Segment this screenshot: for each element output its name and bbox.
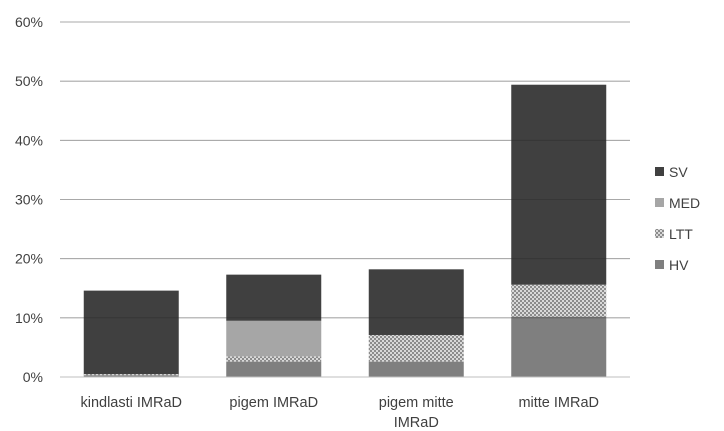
legend-swatch-ltt xyxy=(655,229,664,238)
bar-segment-sv xyxy=(83,290,179,375)
legend-label-hv: HV xyxy=(669,257,689,273)
y-tick-label: 30% xyxy=(15,192,43,208)
y-tick-label: 10% xyxy=(15,310,43,326)
y-tick-label: 20% xyxy=(15,251,43,267)
bar-segment-sv xyxy=(368,269,464,335)
y-axis-tick-labels: 0% 10% 20% 30% 40% 50% 60% xyxy=(15,14,43,385)
bar-segment-ltt xyxy=(368,334,464,362)
bar-segment-med xyxy=(226,320,322,357)
bar-segment-hv xyxy=(83,375,179,377)
x-category-label: pigem IMRaD xyxy=(229,395,318,411)
legend: SV MED LTT HV xyxy=(655,164,700,273)
bar-segment-hv xyxy=(511,316,607,377)
legend-label-sv: SV xyxy=(669,164,688,180)
y-tick-label: 50% xyxy=(15,73,43,89)
y-tick-label: 40% xyxy=(15,132,43,148)
y-tick-label: 60% xyxy=(15,14,43,30)
legend-label-ltt: LTT xyxy=(669,226,693,242)
bar-segment-ltt xyxy=(511,284,607,317)
x-category-label: pigem mitte xyxy=(379,395,454,411)
legend-label-med: MED xyxy=(669,195,700,211)
x-axis-category-labels: kindlasti IMRaD pigem IMRaD pigem mitte IMR… xyxy=(80,395,599,431)
legend-swatch-sv xyxy=(655,167,664,176)
x-category-label: IMRaD xyxy=(394,415,439,431)
bar-segment-hv xyxy=(226,361,322,377)
bar-segment-ltt xyxy=(226,356,322,362)
bar-segment-sv xyxy=(511,84,607,285)
legend-swatch-hv xyxy=(655,260,664,269)
bars xyxy=(60,21,630,377)
x-category-label: kindlasti IMRaD xyxy=(80,395,182,411)
bar-segment-sv xyxy=(226,274,322,321)
x-category-label: mitte IMRaD xyxy=(518,395,599,411)
bar-segment-ltt xyxy=(83,374,179,376)
bar-segment-hv xyxy=(368,361,464,377)
y-tick-label: 0% xyxy=(23,369,43,385)
legend-swatch-med xyxy=(655,198,664,207)
